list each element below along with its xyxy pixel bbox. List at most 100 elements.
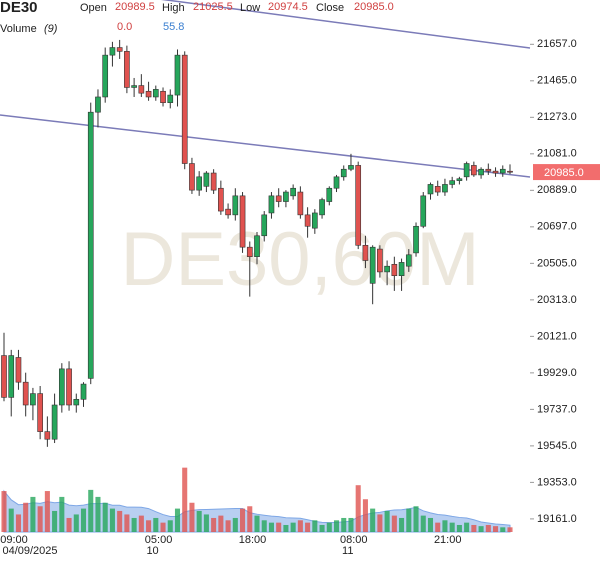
- candle-body: [420, 195, 427, 227]
- candle-body: [30, 393, 36, 406]
- volume-bar: [15, 514, 21, 532]
- volume-bar: [174, 508, 181, 532]
- volume-bar: [1, 491, 7, 532]
- volume-bar: [500, 527, 506, 532]
- candle-body: [152, 89, 159, 98]
- y-tick-label: 20121.0: [537, 330, 577, 342]
- volume-bar: [23, 502, 29, 532]
- y-tick-label: 21657.0: [537, 38, 577, 50]
- volume-bar: [30, 496, 36, 532]
- volume-bar: [319, 524, 325, 532]
- x-tick-label: 05:00: [145, 534, 173, 546]
- ohlc-value: 20974.5: [268, 1, 308, 13]
- candle-body: [145, 90, 152, 98]
- volume-bar: [283, 524, 289, 532]
- volume-bar: [146, 520, 152, 532]
- volume-bar: [167, 520, 173, 532]
- candle-body: [384, 265, 390, 273]
- candle-body: [124, 51, 130, 88]
- y-tick-label: 20889.0: [537, 184, 577, 196]
- candle-body: [102, 54, 109, 98]
- candle-body: [51, 404, 58, 440]
- candle-body: [449, 180, 456, 185]
- symbol: DE30: [0, 0, 38, 16]
- volume-bar: [232, 517, 238, 532]
- x-date-label: 04/09/2025: [2, 545, 57, 557]
- candle-body: [174, 54, 181, 96]
- candle-body: [44, 431, 51, 440]
- candle-body: [492, 170, 499, 174]
- volume-bar: [406, 508, 412, 532]
- candle-body: [58, 368, 65, 406]
- candle-body: [268, 195, 275, 214]
- candle-body: [218, 187, 224, 212]
- volume-bar: [435, 522, 441, 532]
- y-tick-label: 21081.0: [537, 148, 577, 160]
- candle-body: [15, 357, 22, 383]
- volume-bar: [362, 499, 368, 532]
- volume-bar: [225, 520, 231, 532]
- volume-period: (9): [44, 23, 58, 35]
- volume-bar: [247, 506, 253, 532]
- candle-body: [442, 184, 448, 193]
- ohlc-label: Low: [240, 2, 260, 14]
- candle-body: [189, 163, 195, 191]
- candle-body: [160, 90, 166, 103]
- volume-bar: [203, 514, 209, 532]
- candle-body: [109, 47, 116, 56]
- candle-body: [297, 191, 304, 216]
- x-tick-label: 08:00: [340, 534, 368, 546]
- volume-bar: [290, 522, 296, 532]
- candle-body: [254, 235, 260, 257]
- price-tag-box: [533, 164, 600, 181]
- volume-bar: [355, 485, 361, 532]
- volume-bar: [189, 502, 195, 532]
- volume-bar: [326, 522, 332, 532]
- candle-body: [471, 165, 477, 176]
- marks: [1, 39, 513, 533]
- volume-bar: [109, 508, 115, 532]
- volume-bar: [52, 510, 58, 532]
- volume-bar: [485, 524, 491, 532]
- candle-body: [239, 195, 246, 248]
- volume-bar: [471, 524, 477, 532]
- volume-bar: [276, 522, 282, 532]
- candle-body: [80, 383, 87, 400]
- volume-bar: [420, 515, 426, 532]
- x-tick-label: 21:00: [434, 534, 462, 546]
- candle-body: [478, 168, 484, 176]
- candle-body: [196, 176, 203, 191]
- candle-body: [319, 199, 325, 216]
- candle-body: [8, 355, 15, 398]
- candle-body: [355, 165, 362, 246]
- candle-body: [1, 355, 7, 398]
- volume-bar: [399, 517, 405, 532]
- candle-body: [398, 262, 405, 277]
- volume-bar: [442, 520, 448, 532]
- candle-body: [246, 246, 253, 257]
- volume-ma-value: 55.8: [163, 21, 184, 33]
- volume-bar: [305, 522, 311, 532]
- candle-body: [181, 54, 188, 164]
- y-tick-label: 19545.0: [537, 440, 577, 452]
- candle-body: [434, 186, 441, 193]
- ohlc-value: 20985.0: [354, 1, 394, 13]
- y-tick-label: 20505.0: [537, 257, 577, 269]
- candle-body: [167, 94, 174, 103]
- candle-body: [73, 398, 80, 406]
- candle-body: [499, 168, 506, 174]
- candle-body: [456, 178, 463, 181]
- candle-body: [405, 254, 412, 267]
- candle-body: [210, 172, 217, 191]
- candle-body: [427, 184, 434, 195]
- volume-bar: [37, 506, 43, 532]
- volume-bar: [261, 520, 267, 532]
- candle-body: [225, 208, 231, 216]
- y-tick-label: 20697.0: [537, 221, 577, 233]
- candle-body: [391, 263, 398, 277]
- volume-bar: [117, 510, 123, 532]
- volume-bar: [124, 514, 130, 532]
- candle-body: [66, 368, 72, 406]
- x-tick-label: 18:00: [239, 534, 267, 546]
